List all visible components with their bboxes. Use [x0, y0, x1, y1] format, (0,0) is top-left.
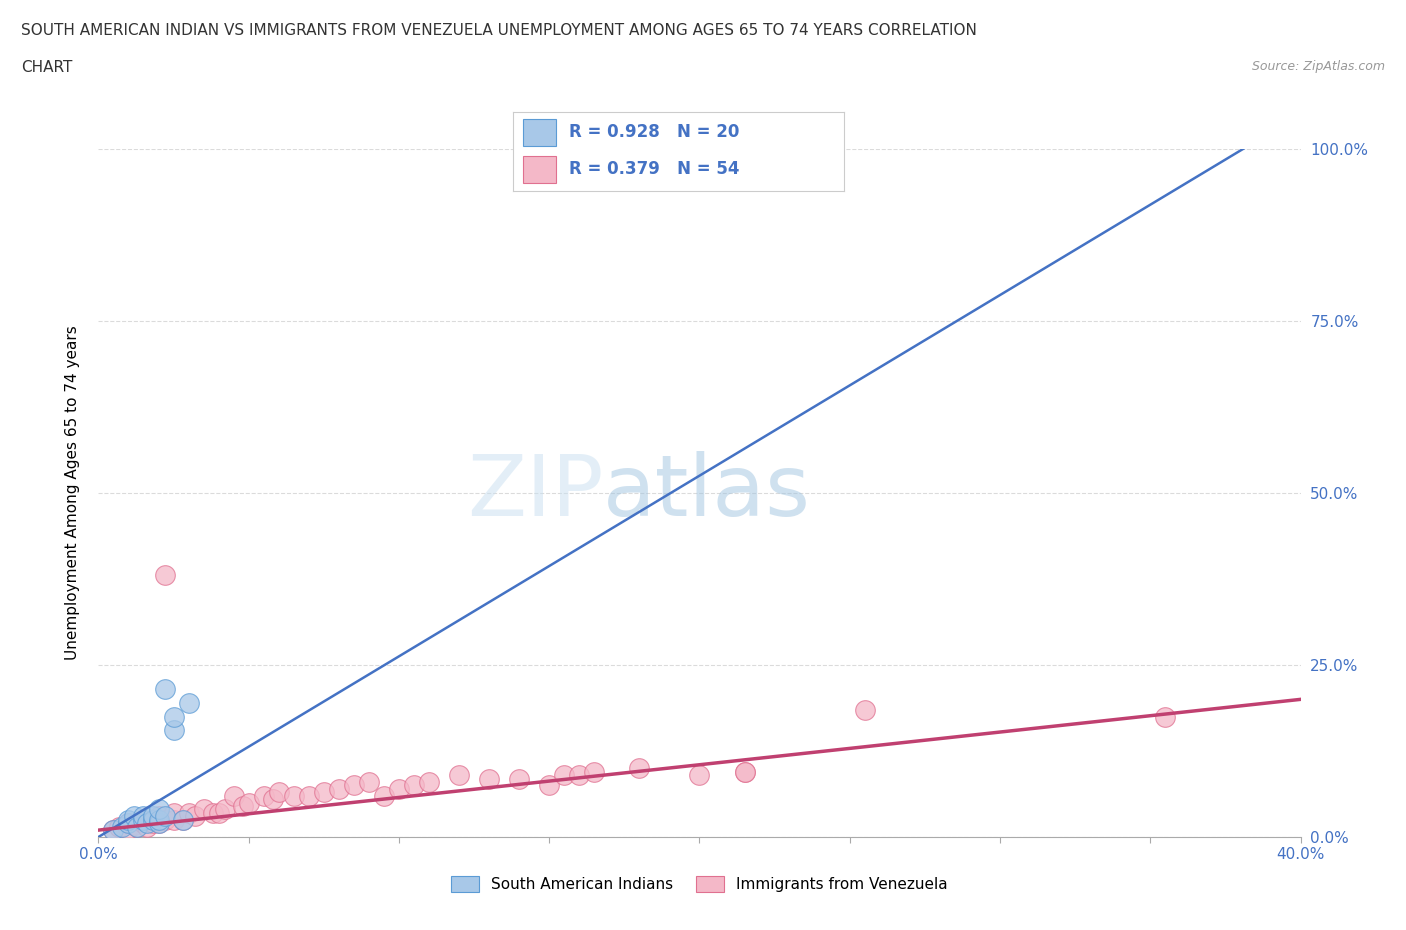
Point — [553, 767, 575, 782]
Point — [141, 809, 163, 824]
FancyBboxPatch shape — [523, 119, 557, 146]
Point — [177, 696, 200, 711]
Point — [135, 819, 157, 834]
Point — [153, 682, 176, 697]
Point — [447, 767, 470, 782]
Point — [583, 764, 606, 779]
Point — [124, 809, 146, 824]
Point — [208, 805, 231, 820]
Point — [734, 764, 756, 779]
Point — [141, 816, 163, 830]
Point — [267, 785, 290, 800]
Point — [117, 813, 139, 828]
Point — [103, 823, 125, 838]
Point — [162, 805, 184, 820]
Point — [103, 823, 125, 838]
Text: Source: ZipAtlas.com: Source: ZipAtlas.com — [1251, 60, 1385, 73]
Point — [193, 802, 215, 817]
Point — [148, 809, 170, 824]
Point — [127, 819, 149, 834]
Point — [172, 813, 194, 828]
Point — [222, 789, 245, 804]
Point — [388, 781, 411, 796]
Text: R = 0.928   N = 20: R = 0.928 N = 20 — [569, 123, 740, 141]
Point — [343, 777, 366, 792]
Text: SOUTH AMERICAN INDIAN VS IMMIGRANTS FROM VENEZUELA UNEMPLOYMENT AMONG AGES 65 TO: SOUTH AMERICAN INDIAN VS IMMIGRANTS FROM… — [21, 23, 977, 38]
Point — [162, 813, 184, 828]
Point — [418, 775, 440, 790]
Point — [357, 775, 380, 790]
Point — [111, 819, 134, 834]
Point — [373, 789, 395, 804]
Point — [538, 777, 561, 792]
Point — [734, 764, 756, 779]
Point — [153, 568, 176, 583]
Point — [214, 802, 236, 817]
Point — [312, 785, 335, 800]
Point — [148, 813, 170, 828]
Point — [117, 821, 139, 836]
Point — [177, 805, 200, 820]
Point — [148, 802, 170, 817]
Point — [478, 771, 501, 786]
Point — [148, 816, 170, 830]
Point — [328, 781, 350, 796]
Point — [568, 767, 591, 782]
Text: CHART: CHART — [21, 60, 73, 75]
Text: R = 0.379   N = 54: R = 0.379 N = 54 — [569, 160, 740, 179]
Point — [402, 777, 425, 792]
Point — [132, 813, 155, 828]
Point — [201, 805, 224, 820]
Point — [232, 799, 254, 814]
FancyBboxPatch shape — [523, 156, 557, 182]
Point — [162, 723, 184, 737]
Y-axis label: Unemployment Among Ages 65 to 74 years: Unemployment Among Ages 65 to 74 years — [65, 326, 80, 660]
Point — [108, 819, 131, 834]
Point — [124, 817, 146, 832]
Point — [283, 789, 305, 804]
Point — [508, 771, 530, 786]
Point — [117, 816, 139, 830]
Point — [153, 809, 176, 824]
Legend: South American Indians, Immigrants from Venezuela: South American Indians, Immigrants from … — [446, 870, 953, 898]
Point — [135, 816, 157, 830]
Point — [689, 767, 711, 782]
Point — [298, 789, 321, 804]
Point — [127, 819, 149, 834]
Text: atlas: atlas — [603, 451, 811, 535]
Point — [853, 702, 876, 717]
Point — [132, 813, 155, 828]
Point — [141, 813, 163, 828]
Point — [148, 816, 170, 830]
Point — [253, 789, 276, 804]
Point — [153, 813, 176, 828]
Point — [148, 813, 170, 828]
Point — [132, 816, 155, 830]
Point — [117, 816, 139, 830]
Point — [132, 809, 155, 824]
Point — [628, 761, 651, 776]
Point — [162, 710, 184, 724]
Point — [1154, 710, 1177, 724]
Point — [141, 813, 163, 828]
Point — [183, 809, 205, 824]
Text: ZIP: ZIP — [467, 451, 603, 535]
Point — [238, 795, 260, 810]
Point — [262, 791, 284, 806]
Point — [172, 813, 194, 828]
